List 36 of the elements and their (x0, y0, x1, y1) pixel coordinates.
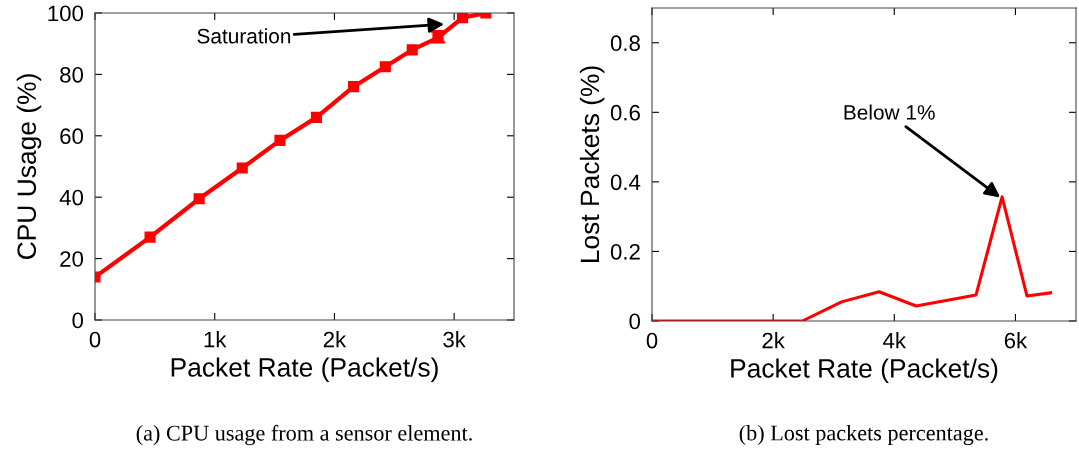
x-tick-label: 0 (89, 331, 101, 348)
y-tick-label: 0.4 (610, 174, 641, 191)
y-axis-title: CPU Usage (%) (16, 74, 42, 260)
x-tick-label: 4k (883, 332, 907, 349)
point (310, 111, 323, 123)
x-tick-label: 2k (762, 332, 785, 349)
x-tick-label: 6k (1004, 332, 1028, 349)
point (144, 231, 156, 243)
point (193, 193, 205, 205)
y-tick-label: 0.2 (610, 243, 640, 260)
annotation: Saturation (197, 28, 291, 44)
point (406, 44, 418, 56)
text: (a) CPU usage from a sensor element. (136, 424, 472, 446)
point (236, 162, 248, 174)
y-tick-label: 60 (60, 128, 84, 145)
x-tick-label: 0 (646, 332, 658, 349)
x-tick-label: 3k (443, 331, 466, 348)
y-tick-label: 0 (72, 312, 84, 329)
text: (b) Lost packets percentage. (739, 424, 988, 446)
y-tick-label: 100 (48, 5, 84, 22)
y-axis-title: Lost Packets (%) (579, 66, 605, 263)
x-axis-title: Packet Rate (Packet/s) (171, 357, 438, 382)
x-tick-label: 2k (323, 331, 347, 348)
annotation: Below 1% (844, 104, 935, 120)
x-axis-title: Packet Rate (Packet/s) (731, 358, 998, 383)
y-tick-label: 0.6 (610, 104, 640, 121)
y-tick-label: 80 (60, 66, 84, 83)
x-tick-label: 1k (204, 331, 227, 348)
y-tick-label: 0 (629, 313, 641, 330)
y-tick-label: 20 (60, 251, 84, 267)
point (379, 61, 391, 73)
y-tick-label: 40 (59, 189, 84, 206)
y-tick-label: 0.8 (610, 35, 640, 52)
point (348, 81, 360, 93)
line-series (652, 195, 1053, 321)
point (274, 134, 286, 146)
